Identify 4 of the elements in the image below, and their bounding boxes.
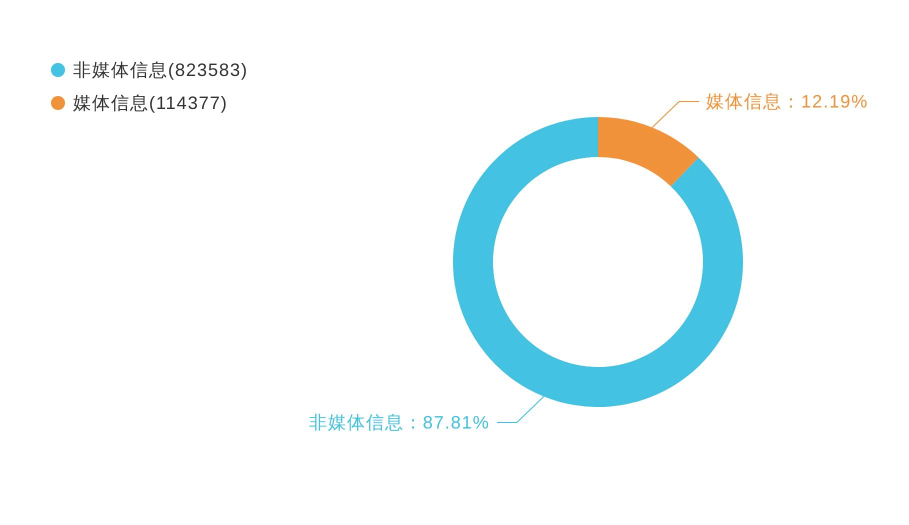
data-label: 媒体信息：12.19% (706, 92, 868, 112)
legend-label: 非媒体信息(823583) (73, 60, 248, 80)
legend-label: 媒体信息(114377) (73, 93, 228, 113)
data-label: 非媒体信息：87.81% (308, 412, 490, 432)
